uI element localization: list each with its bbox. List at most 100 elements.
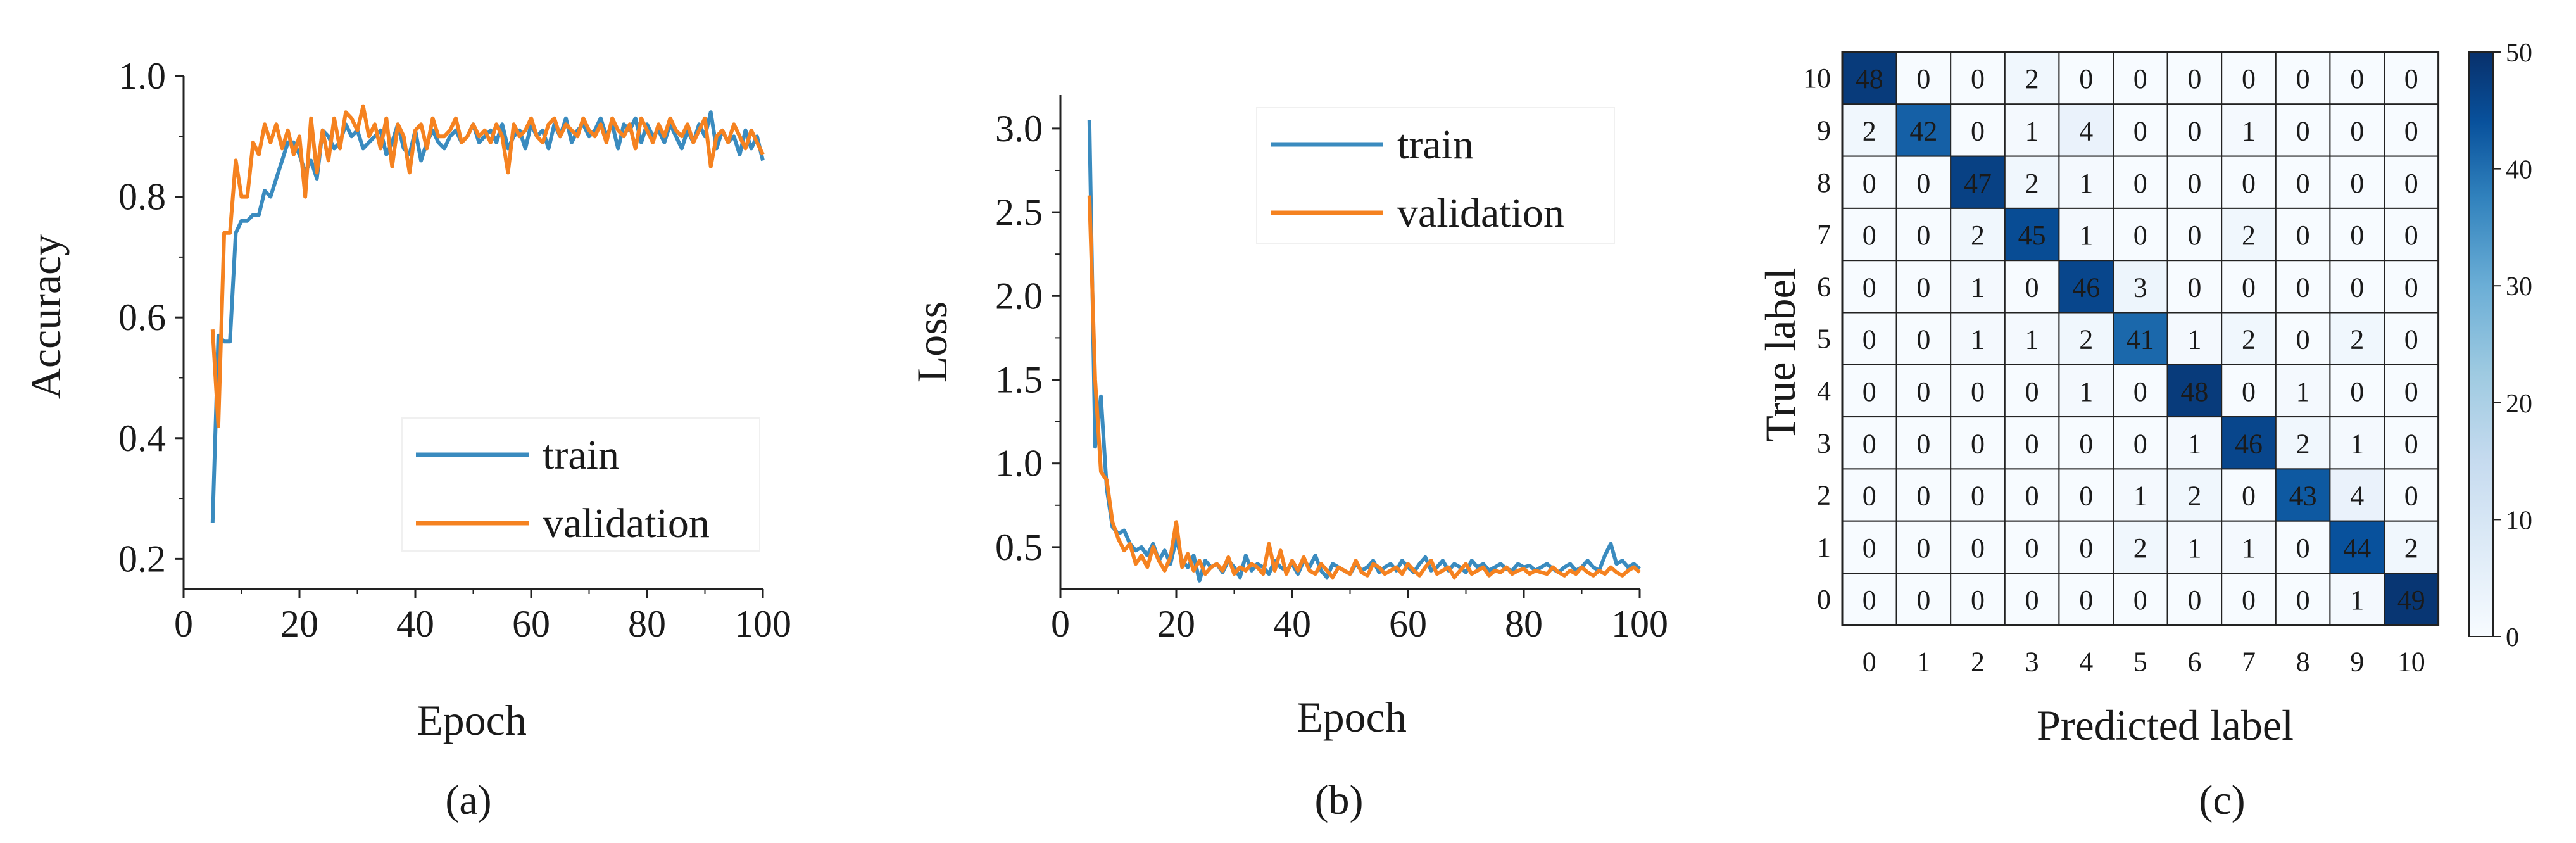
confusion-matrix-cell: [2221, 468, 2277, 522]
confusion-matrix-x-tick-label: 2: [1971, 646, 1985, 677]
loss-chart-x-tick-label: 40: [1273, 603, 1311, 645]
confusion-matrix-cell-value: 0: [2296, 168, 2310, 199]
accuracy-chart-series-validation: [210, 104, 765, 428]
confusion-matrix-x-tick-label: 6: [2187, 646, 2201, 677]
confusion-matrix-x-tick-label: 3: [2025, 646, 2039, 677]
confusion-matrix-cell-value: 0: [1916, 428, 1930, 459]
confusion-matrix-x-tick-label: 5: [2133, 646, 2147, 677]
confusion-matrix-cell: [1950, 468, 2006, 522]
confusion-matrix-y-tick-label: 8: [1817, 167, 1831, 198]
confusion-matrix-cell-value: 43: [2289, 481, 2317, 512]
loss-chart-y-tick-label: 1.5: [995, 358, 1043, 400]
confusion-matrix-cell-value: 1: [2025, 115, 2039, 146]
confusion-matrix-cell-value: 0: [1863, 428, 1876, 459]
confusion-matrix-cell-value: 0: [2296, 272, 2310, 303]
confusion-matrix-cell: [2113, 312, 2168, 365]
accuracy-chart-legend-frame: [401, 417, 760, 552]
confusion-matrix-cell-value: 0: [2133, 63, 2147, 94]
confusion-matrix-cell-value: 47: [1964, 168, 1992, 199]
confusion-matrix-cell: [2221, 207, 2277, 262]
confusion-matrix-cell-value: 0: [1863, 168, 1876, 199]
confusion-matrix-cell: [1842, 260, 1897, 314]
confusion-matrix-cell-value: 0: [2296, 324, 2310, 355]
confusion-matrix-cell-value: 0: [2133, 585, 2147, 616]
loss-chart-legend-label: train: [1397, 122, 1474, 168]
confusion-matrix-cell: [2004, 364, 2060, 418]
confusion-matrix-x-tick-label: 8: [2296, 646, 2310, 677]
accuracy-chart-ylabel: Accuracy: [22, 234, 70, 399]
confusion-matrix-cell-value: 0: [2404, 63, 2418, 94]
confusion-matrix-x-tick-label: 10: [2397, 646, 2425, 677]
loss-chart-ylabel: Loss: [908, 301, 956, 383]
confusion-matrix-cell-value: 2: [2025, 63, 2039, 94]
confusion-matrix-panel-label: (c): [2199, 777, 2245, 823]
confusion-matrix-cell: [1895, 51, 1952, 105]
confusion-matrix-cell-value: 0: [1863, 324, 1876, 355]
colorbar-tick-label: 40: [2506, 156, 2532, 185]
confusion-matrix-cell-value: 0: [2404, 481, 2418, 512]
confusion-matrix-cell: [1950, 573, 2006, 626]
confusion-matrix-cell: [2275, 207, 2331, 262]
confusion-matrix-cell-value: 0: [2404, 376, 2418, 407]
confusion-matrix-cell: [2221, 364, 2277, 418]
confusion-matrix-cell: [2004, 207, 2060, 262]
accuracy-chart: Accuracy Epoch (a) 0 20 40 60 80 100 0.2 0.4 0.6…: [22, 55, 791, 823]
confusion-matrix-cell-value: 48: [2180, 376, 2208, 407]
confusion-matrix-cell-value: 0: [2242, 272, 2256, 303]
colorbar-tick-label: 20: [2506, 390, 2532, 419]
accuracy-chart-y-tick-label: 0.2: [118, 538, 166, 580]
confusion-matrix-y-tick-label: 5: [1817, 324, 1831, 355]
confusion-matrix-cell: [2113, 103, 2168, 157]
confusion-matrix-y-tick-label: 10: [1803, 63, 1831, 94]
confusion-matrix-cell-value: 0: [2242, 376, 2256, 407]
confusion-matrix-y-tick-label: 6: [1817, 271, 1831, 302]
confusion-matrix-cell-value: 0: [1971, 428, 1985, 459]
confusion-matrix-cell: [2329, 155, 2385, 209]
confusion-matrix-cell: [2329, 260, 2385, 314]
confusion-matrix-cell: [1842, 207, 1897, 262]
confusion-matrix-cell: [1950, 207, 2006, 262]
confusion-matrix-cell-value: 0: [2079, 533, 2093, 564]
confusion-matrix-cell-value: 1: [2350, 585, 2364, 616]
confusion-matrix-cell: [2113, 51, 2168, 105]
confusion-matrix-cell-value: 0: [2025, 585, 2039, 616]
confusion-matrix-cell-value: 0: [2242, 481, 2256, 512]
confusion-matrix-cell-value: 2: [2242, 220, 2256, 251]
confusion-matrix-cell-value: 4: [2079, 115, 2093, 146]
confusion-matrix-cell-value: 1: [2187, 428, 2201, 459]
confusion-matrix-cell-value: 0: [2404, 428, 2418, 459]
confusion-matrix-cell-value: 0: [2025, 272, 2039, 303]
confusion-matrix-cell-value: 0: [2404, 168, 2418, 199]
confusion-matrix-cell: [1895, 207, 1952, 262]
confusion-matrix-cell-value: 0: [2187, 168, 2201, 199]
confusion-matrix-cell: [1895, 103, 1952, 157]
confusion-matrix-cell: [1842, 312, 1897, 365]
confusion-matrix-cell-value: 1: [2350, 428, 2364, 459]
confusion-matrix-cell: [2113, 207, 2168, 262]
confusion-matrix-y-tick-label: 3: [1817, 428, 1831, 459]
confusion-matrix-cell-value: 0: [2296, 220, 2310, 251]
confusion-matrix-cell-value: 0: [2350, 376, 2364, 407]
confusion-matrix-cell: [2221, 573, 2277, 626]
confusion-matrix-x-tick-label: 9: [2350, 646, 2364, 677]
confusion-matrix-x-tick-label: 4: [2079, 646, 2093, 677]
confusion-matrix-cell: [1950, 260, 2006, 314]
confusion-matrix-cell-value: 1: [2025, 324, 2039, 355]
confusion-matrix-cell-value: 1: [1971, 324, 1985, 355]
loss-chart-x-tick-label: 100: [1611, 603, 1668, 645]
confusion-matrix-y-tick-label: 0: [1817, 584, 1831, 615]
confusion-matrix-cell-value: 0: [2187, 585, 2201, 616]
accuracy-chart-legend-label: validation: [543, 500, 710, 547]
confusion-matrix-cell-value: 0: [1916, 533, 1930, 564]
confusion-matrix-cell: [2221, 416, 2277, 470]
confusion-matrix-cell-value: 2: [2404, 533, 2418, 564]
confusion-matrix-cell-value: 0: [1971, 376, 1985, 407]
confusion-matrix-cell-value: 2: [2133, 533, 2147, 564]
confusion-matrix-cell-value: 1: [2133, 481, 2147, 512]
confusion-matrix-y-tick-label: 1: [1817, 532, 1831, 563]
confusion-matrix-cell: [2384, 364, 2439, 418]
confusion-matrix-cell-value: 0: [1971, 481, 1985, 512]
accuracy-chart-y-tick-label: 1.0: [118, 55, 166, 97]
confusion-matrix-cell: [1895, 520, 1952, 574]
confusion-matrix-cell-value: 0: [2350, 63, 2364, 94]
